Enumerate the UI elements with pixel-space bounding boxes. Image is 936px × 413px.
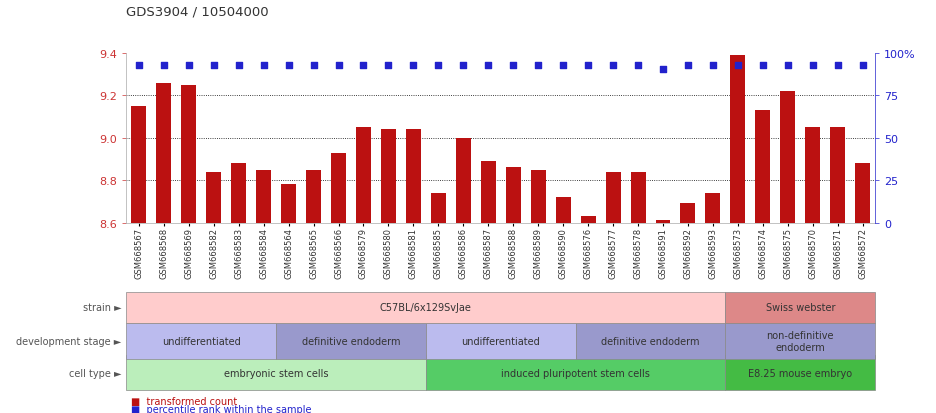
Bar	[531, 170, 546, 223]
Point	[381, 62, 396, 69]
Bar	[631, 172, 646, 223]
Text: C57BL/6x129SvJae: C57BL/6x129SvJae	[380, 302, 472, 313]
Point	[556, 62, 571, 69]
Bar	[680, 204, 695, 223]
Bar	[281, 185, 296, 223]
Text: E8.25 mouse embryo: E8.25 mouse embryo	[748, 368, 853, 378]
Point	[306, 62, 321, 69]
Text: induced pluripotent stem cells: induced pluripotent stem cells	[501, 368, 651, 378]
Point	[231, 62, 246, 69]
Text: non-definitive
endoderm: non-definitive endoderm	[767, 330, 834, 352]
Point	[531, 62, 546, 69]
Bar	[256, 170, 271, 223]
Bar	[356, 128, 371, 223]
Point	[580, 62, 595, 69]
Point	[830, 62, 845, 69]
Text: definitive endoderm: definitive endoderm	[601, 336, 700, 346]
Bar	[856, 164, 870, 223]
Bar	[182, 85, 197, 223]
Bar	[206, 172, 221, 223]
Point	[356, 62, 371, 69]
Point	[505, 62, 520, 69]
Bar	[830, 128, 845, 223]
Bar	[406, 130, 421, 223]
Bar	[505, 168, 520, 223]
Bar	[456, 138, 471, 223]
Bar	[431, 193, 446, 223]
Point	[805, 62, 820, 69]
Text: development stage ►: development stage ►	[17, 336, 122, 346]
Point	[730, 62, 745, 69]
Point	[755, 62, 770, 69]
Bar	[730, 56, 745, 223]
Bar	[580, 217, 595, 223]
Bar	[481, 161, 496, 223]
Text: ■  percentile rank within the sample: ■ percentile rank within the sample	[131, 404, 312, 413]
Text: Swiss webster: Swiss webster	[766, 302, 835, 313]
Point	[706, 62, 721, 69]
Text: undifferentiated: undifferentiated	[162, 336, 241, 346]
Point	[456, 62, 471, 69]
Point	[606, 62, 621, 69]
Point	[431, 62, 446, 69]
Text: cell type ►: cell type ►	[69, 368, 122, 378]
Point	[406, 62, 421, 69]
Point	[182, 62, 197, 69]
Bar	[706, 193, 721, 223]
Point	[256, 62, 271, 69]
Point	[156, 62, 171, 69]
Text: definitive endoderm: definitive endoderm	[301, 336, 401, 346]
Bar	[556, 197, 571, 223]
Bar	[805, 128, 820, 223]
Bar	[156, 83, 171, 223]
Bar	[755, 111, 770, 223]
Point	[281, 62, 296, 69]
Point	[680, 62, 695, 69]
Point	[481, 62, 496, 69]
Point	[631, 62, 646, 69]
Bar	[381, 130, 396, 223]
Bar	[606, 172, 621, 223]
Point	[655, 67, 670, 74]
Point	[331, 62, 346, 69]
Text: ■  transformed count: ■ transformed count	[131, 396, 238, 406]
Text: GDS3904 / 10504000: GDS3904 / 10504000	[126, 6, 269, 19]
Bar	[331, 153, 346, 223]
Point	[781, 62, 796, 69]
Text: embryonic stem cells: embryonic stem cells	[224, 368, 329, 378]
Bar	[231, 164, 246, 223]
Point	[131, 62, 146, 69]
Text: strain ►: strain ►	[83, 302, 122, 313]
Point	[206, 62, 221, 69]
Point	[856, 62, 870, 69]
Bar	[655, 221, 670, 223]
Bar	[131, 107, 146, 223]
Bar	[781, 92, 796, 223]
Bar	[306, 170, 321, 223]
Text: undifferentiated: undifferentiated	[461, 336, 540, 346]
